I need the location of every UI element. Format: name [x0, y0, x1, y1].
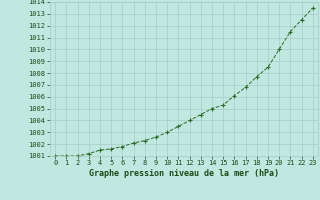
X-axis label: Graphe pression niveau de la mer (hPa): Graphe pression niveau de la mer (hPa) — [89, 169, 279, 178]
